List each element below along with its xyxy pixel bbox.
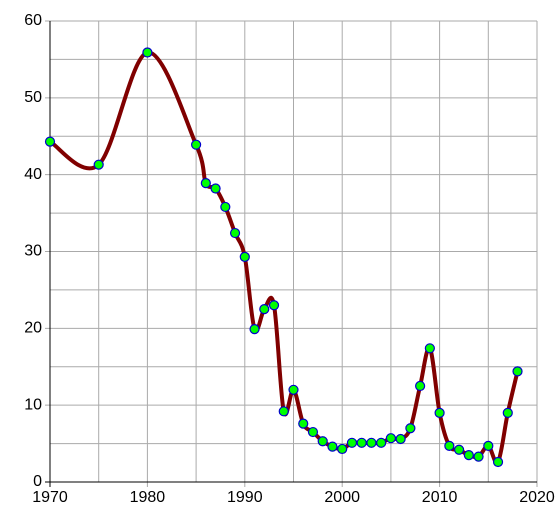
point [307,426,319,438]
point [337,443,348,455]
point [249,324,260,335]
point [453,444,465,455]
y-tick-label: 20 [24,320,42,337]
point [239,251,250,262]
y-tick-label: 40 [24,166,42,183]
y-tick-label: 0 [33,473,42,490]
point [327,441,338,452]
x-tick-label: 1970 [32,489,68,506]
point [512,366,523,377]
point [288,384,299,395]
point [298,418,309,429]
point [483,440,494,451]
point [268,300,280,311]
point [259,304,270,315]
point [405,423,416,434]
point [346,437,358,448]
y-tick-label: 10 [24,396,42,413]
x-tick-label: 1980 [130,489,166,506]
y-tick-label: 50 [24,89,42,106]
x-tick-label: 2000 [324,489,360,506]
point [200,178,211,189]
point [434,407,445,418]
point [278,406,289,417]
point [463,450,474,461]
point [376,437,387,448]
point [142,47,153,58]
point [444,440,455,451]
y-tick-label: 30 [24,243,42,260]
line [48,50,520,465]
x-tick-label: 2020 [519,489,555,506]
point [44,136,56,147]
point [229,227,241,239]
point [356,437,367,448]
point [317,436,328,447]
point [502,407,513,418]
point [210,183,221,194]
point [424,343,435,354]
point [415,380,426,392]
point [220,201,231,213]
point [93,159,104,170]
y-tick-label: 60 [24,12,42,29]
point [395,433,406,445]
x-tick-label: 1990 [227,489,263,506]
x-tick-label: 2010 [422,489,458,506]
point [385,433,396,444]
point [366,437,377,448]
point [473,451,484,462]
point [191,139,202,150]
point [492,456,504,468]
